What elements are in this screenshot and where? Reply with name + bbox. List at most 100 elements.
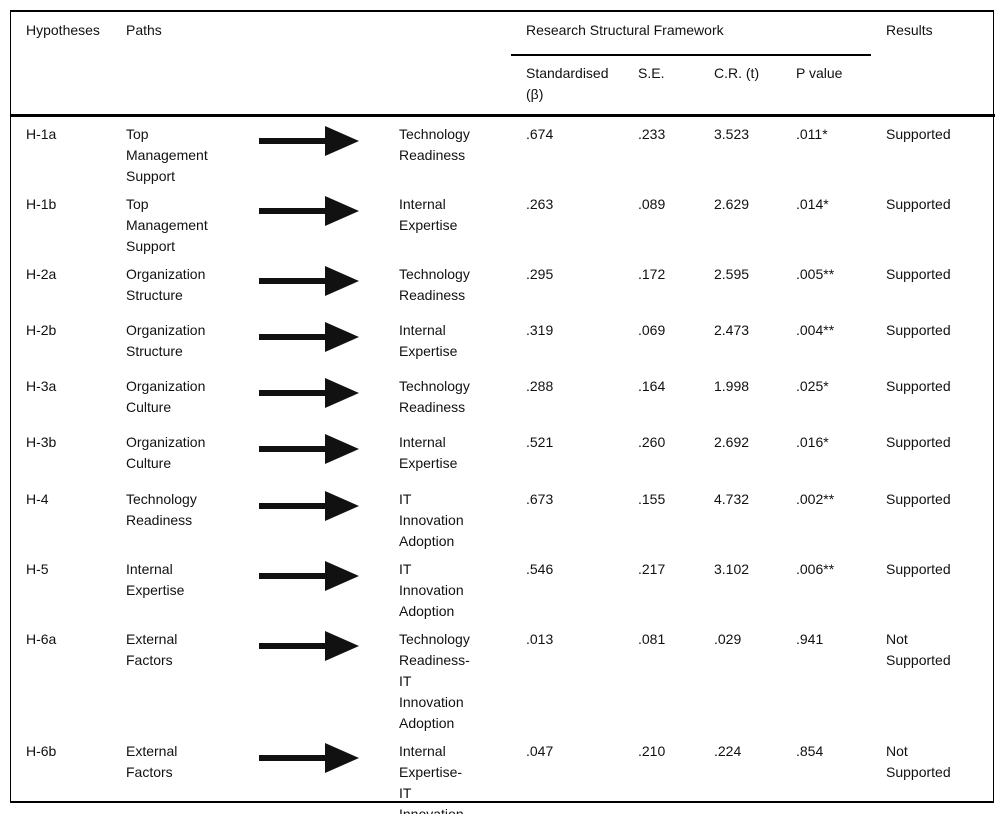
pvalue-cell: .011* bbox=[796, 126, 828, 142]
path: Organization Culture Technology Readines… bbox=[126, 376, 511, 418]
path-target-label: Technology Readiness bbox=[399, 126, 470, 163]
table-row: H-1b Top Management Support Internal Exp… bbox=[11, 187, 995, 257]
se-cell: .069 bbox=[638, 322, 666, 338]
hypothesis-id-cell: H-4 bbox=[26, 491, 49, 507]
path: External Factors Technology Readiness- I… bbox=[126, 629, 511, 734]
pvalue-cell: .005** bbox=[796, 266, 835, 282]
hypothesis-id-cell: H-5 bbox=[26, 561, 49, 577]
path-source-label: Organization Structure bbox=[126, 322, 206, 359]
column-header-se: S.E. bbox=[623, 55, 699, 117]
path-target-label: Technology Readiness bbox=[399, 266, 470, 303]
path-target-label: Technology Readiness bbox=[399, 378, 470, 415]
hypotheses-results-table: Hypotheses Paths Research Structural Fra… bbox=[11, 12, 995, 814]
table-row: H-1a Top Management Support Technology R… bbox=[11, 116, 995, 188]
standardised-beta-cell: .319 bbox=[526, 322, 554, 338]
path-target-label: Internal Expertise- IT Innovation Adopti… bbox=[399, 743, 464, 814]
se-cell: .089 bbox=[638, 196, 666, 212]
se-cell: .260 bbox=[638, 434, 666, 450]
pvalue-cell: .854 bbox=[796, 743, 824, 759]
table-row: H-5 Internal Expertise IT Innovation Ado… bbox=[11, 552, 995, 622]
column-header-paths: Paths bbox=[111, 12, 511, 117]
path: Organization Structure Technology Readin… bbox=[126, 264, 511, 306]
path: Organization Structure Internal Expertis… bbox=[126, 320, 511, 362]
result-cell: Supported bbox=[886, 378, 951, 394]
pvalue-cell: .025* bbox=[796, 378, 829, 394]
path: External Factors Internal Expertise- IT … bbox=[126, 741, 511, 814]
result-cell: Not Supported bbox=[886, 631, 951, 668]
path-target-label: Internal Expertise bbox=[399, 322, 458, 359]
se-cell: .155 bbox=[638, 491, 666, 507]
se-cell: .233 bbox=[638, 126, 666, 142]
column-header-pvalue: P value bbox=[781, 55, 871, 117]
path-source-label: External Factors bbox=[126, 631, 178, 668]
result-cell: Supported bbox=[886, 561, 951, 577]
path: Technology Readiness IT Innovation Adopt… bbox=[126, 489, 511, 552]
cr-cell: 2.595 bbox=[714, 266, 750, 282]
standardised-beta-cell: .295 bbox=[526, 266, 554, 282]
path-source-label: Organization Structure bbox=[126, 266, 206, 303]
standardised-beta-cell: .263 bbox=[526, 196, 554, 212]
path-source-label: Organization Culture bbox=[126, 434, 206, 471]
hypothesis-id-cell: H-1a bbox=[26, 126, 57, 142]
se-cell: .164 bbox=[638, 378, 666, 394]
path-target-label: IT Innovation Adoption bbox=[399, 561, 464, 619]
path-cell: Organization Structure Internal Expertis… bbox=[111, 313, 511, 369]
right-arrow-icon bbox=[259, 631, 359, 661]
path: Top Management Support Internal Expertis… bbox=[126, 194, 511, 257]
path-cell: Internal Expertise IT Innovation Adoptio… bbox=[111, 552, 511, 622]
right-arrow-icon bbox=[259, 196, 359, 226]
cr-cell: 1.998 bbox=[714, 378, 750, 394]
hypotheses-results-table-frame: Hypotheses Paths Research Structural Fra… bbox=[10, 10, 995, 814]
standardised-beta-cell: .013 bbox=[526, 631, 554, 647]
path: Organization Culture Internal Expertise bbox=[126, 432, 511, 474]
column-header-research-structural-framework: Research Structural Framework bbox=[511, 12, 871, 56]
hypothesis-id-cell: H-3a bbox=[26, 378, 57, 394]
path-target-label: IT Innovation Adoption bbox=[399, 491, 464, 549]
result-cell: Supported bbox=[886, 434, 951, 450]
standardised-beta-cell: .674 bbox=[526, 126, 554, 142]
path-source-label: Internal Expertise bbox=[126, 561, 185, 598]
standardised-beta-cell: .546 bbox=[526, 561, 554, 577]
hypothesis-id-cell: H-2a bbox=[26, 266, 57, 282]
right-arrow-icon bbox=[259, 126, 359, 156]
right-arrow-icon bbox=[259, 561, 359, 591]
result-cell: Supported bbox=[886, 491, 951, 507]
path: Internal Expertise IT Innovation Adoptio… bbox=[126, 559, 511, 622]
path: Top Management Support Technology Readin… bbox=[126, 124, 511, 187]
table-row: H-2b Organization Structure Internal Exp… bbox=[11, 313, 995, 369]
standardised-beta-cell: .673 bbox=[526, 491, 554, 507]
path-cell: Top Management Support Internal Expertis… bbox=[111, 187, 511, 257]
column-header-hypotheses: Hypotheses bbox=[11, 12, 111, 117]
path-cell: Organization Culture Technology Readines… bbox=[111, 369, 511, 425]
se-cell: .172 bbox=[638, 266, 666, 282]
right-arrow-icon bbox=[259, 322, 359, 352]
path-source-label: Technology Readiness bbox=[126, 491, 197, 528]
cr-cell: 2.692 bbox=[714, 434, 750, 450]
path-cell: Organization Culture Internal Expertise bbox=[111, 425, 511, 482]
pvalue-cell: .004** bbox=[796, 322, 835, 338]
table-body: H-1a Top Management Support Technology R… bbox=[11, 116, 995, 814]
table-row: H-4 Technology Readiness IT Innovation A… bbox=[11, 482, 995, 552]
cr-cell: 2.473 bbox=[714, 322, 750, 338]
column-header-results: Results bbox=[871, 12, 995, 117]
pvalue-cell: .941 bbox=[796, 631, 824, 647]
result-cell: Supported bbox=[886, 322, 951, 338]
pvalue-cell: .002** bbox=[796, 491, 835, 507]
right-arrow-icon bbox=[259, 491, 359, 521]
hypothesis-id-cell: H-6a bbox=[26, 631, 57, 647]
path-source-label: External Factors bbox=[126, 743, 178, 780]
right-arrow-icon bbox=[259, 266, 359, 296]
header-sub-row: Standardised (β) S.E. C.R. (t) P value bbox=[11, 55, 995, 117]
se-cell: .217 bbox=[638, 561, 666, 577]
right-arrow-icon bbox=[259, 743, 359, 773]
path-cell: Organization Structure Technology Readin… bbox=[111, 257, 511, 313]
header-group-row: Hypotheses Paths Research Structural Fra… bbox=[11, 12, 995, 117]
path-cell: External Factors Technology Readiness- I… bbox=[111, 622, 511, 734]
cr-cell: 2.629 bbox=[714, 196, 750, 212]
right-arrow-icon bbox=[259, 378, 359, 408]
se-cell: .081 bbox=[638, 631, 666, 647]
cr-cell: 3.102 bbox=[714, 561, 750, 577]
pvalue-cell: .016* bbox=[796, 434, 829, 450]
path-cell: Technology Readiness IT Innovation Adopt… bbox=[111, 482, 511, 552]
